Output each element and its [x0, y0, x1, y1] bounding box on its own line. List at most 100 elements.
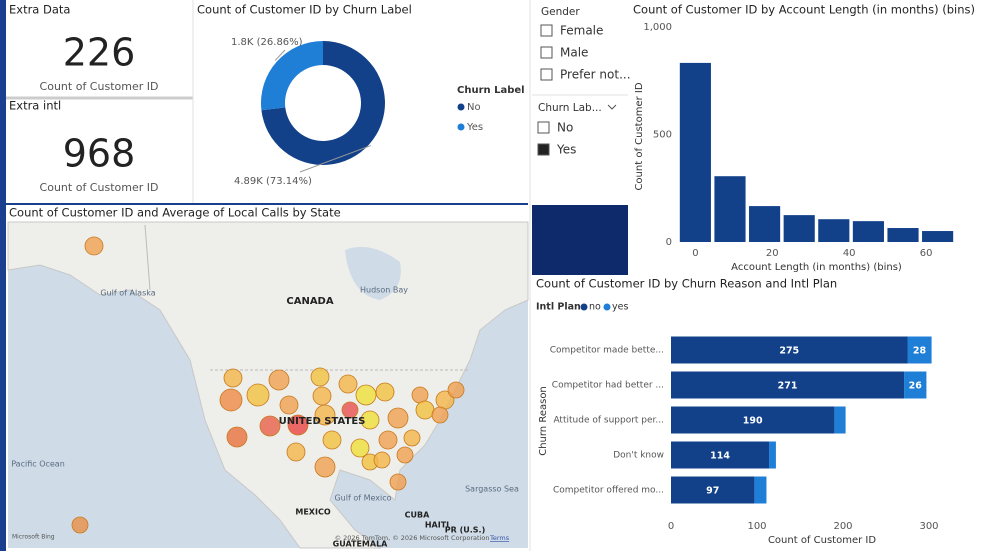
- card-label: Count of Customer ID: [40, 181, 159, 194]
- card-label: Count of Customer ID: [40, 80, 159, 93]
- map-land: [7, 221, 529, 549]
- map-bubble: [312, 386, 332, 406]
- map: Count of Customer ID and Average of Loca…: [7, 206, 529, 549]
- x-axis-label: Count of Customer ID: [768, 535, 876, 546]
- bar-segment: [671, 476, 755, 504]
- chart-title: Count of Customer ID by Account Length (…: [633, 3, 975, 17]
- leader-line: [274, 49, 286, 61]
- legend-dot: [457, 103, 465, 111]
- map-bubble: [447, 381, 465, 399]
- bar: [852, 221, 884, 242]
- data-label: 1.8K (26.86%): [231, 37, 303, 48]
- border: [144, 224, 151, 291]
- map-label: UNITED STATES: [279, 416, 366, 427]
- map-bay: [345, 246, 401, 300]
- map-bubble: [415, 400, 435, 420]
- chart-title: Count of Customer ID by Churn Label: [197, 3, 412, 17]
- map-bubble: [226, 426, 248, 448]
- slicers: Gender Female Male Prefer not... Churn Lab..…: [537, 6, 631, 157]
- map-bubble: [314, 456, 336, 478]
- map-bubble: [375, 382, 395, 402]
- map-label: GUATEMALA: [333, 540, 389, 549]
- y-tick-label: Competitor offered mo...: [553, 486, 664, 496]
- card-title: Extra Data: [9, 3, 70, 17]
- card-title: Extra intl: [9, 99, 61, 113]
- bar: [887, 228, 919, 242]
- map-bubble: [84, 236, 104, 256]
- checkbox[interactable]: [540, 24, 553, 37]
- bar-segment: [907, 336, 932, 364]
- legend-dot: [457, 123, 465, 131]
- bar: [749, 206, 781, 242]
- map-label: PR (U.S.): [445, 526, 485, 535]
- map-label: Sargasso Sea: [465, 485, 519, 494]
- card-value: 968: [63, 132, 136, 176]
- legend-title: Churn Label: [457, 85, 525, 96]
- map-bubble: [403, 429, 421, 447]
- left-edge: [0, 0, 6, 551]
- map-bubble: [287, 414, 309, 436]
- chevron[interactable]: [607, 104, 617, 110]
- map-label: Pacific Ocean: [11, 460, 65, 469]
- map-bubble: [373, 451, 391, 469]
- map-bubble: [355, 384, 377, 406]
- map-terms[interactable]: Terms: [489, 534, 510, 542]
- map-bubble: [314, 404, 336, 426]
- map-bubble: [322, 430, 342, 450]
- donut-slice: [261, 41, 385, 165]
- map-bubble: [350, 438, 370, 458]
- bar-segment: [769, 441, 776, 469]
- map-bubble: [259, 415, 281, 437]
- x-tick-label: 100: [747, 521, 766, 532]
- y-tick-label: Don't know: [613, 451, 664, 461]
- chart-title: Count of Customer ID by Churn Reason and…: [536, 277, 837, 291]
- legend-dot: [580, 303, 588, 311]
- y-tick-label: 0: [666, 237, 672, 248]
- map-logo: Microsoft Bing: [12, 534, 55, 541]
- data-label: 26: [909, 381, 923, 392]
- map-bubble: [310, 367, 330, 387]
- checkbox[interactable]: [537, 143, 550, 156]
- bar: [922, 231, 954, 242]
- slicer-item: Prefer not...: [560, 68, 631, 82]
- bar-segment: [671, 441, 770, 469]
- data-label: 4.89K (73.14%): [234, 176, 312, 187]
- x-tick-label: 40: [843, 248, 856, 259]
- map-title: Count of Customer ID and Average of Loca…: [9, 206, 341, 220]
- map-bubble: [71, 516, 89, 534]
- data-label: 97: [706, 486, 719, 497]
- data-label: 271: [778, 381, 798, 392]
- checkbox[interactable]: [540, 68, 553, 81]
- donut-slice: [261, 41, 323, 111]
- slicer-title: Churn Lab...: [538, 102, 602, 114]
- bar-segment: [904, 371, 927, 399]
- x-tick-label: 60: [920, 248, 933, 259]
- slicer-item: Male: [560, 46, 588, 60]
- map-label: HAITI: [425, 521, 449, 530]
- bar: [783, 215, 815, 242]
- map-bubble: [411, 386, 429, 404]
- legend-title: Intl Plan: [536, 302, 581, 313]
- map-bubble: [286, 442, 306, 462]
- color-block: [532, 205, 628, 275]
- data-label: 275: [779, 346, 799, 357]
- map-bubble: [246, 383, 270, 407]
- bar-segment: [754, 476, 767, 504]
- y-axis-label: Churn Reason: [538, 386, 549, 456]
- map-bubble: [219, 388, 243, 412]
- map-bubble: [268, 369, 290, 391]
- bar: [818, 219, 850, 242]
- bar: [714, 176, 746, 242]
- y-tick-label: Competitor made bette...: [550, 346, 664, 356]
- checkbox[interactable]: [537, 121, 550, 134]
- x-tick-label: 20: [766, 248, 779, 259]
- bar-segment: [834, 406, 846, 434]
- map-label: CANADA: [286, 296, 333, 307]
- map-label: CUBA: [405, 511, 430, 520]
- map-label: Gulf of Mexico: [334, 494, 391, 503]
- y-tick-label: Competitor had better ...: [552, 381, 664, 391]
- y-tick-label: Attitude of support per...: [553, 416, 664, 426]
- bar-segment: [671, 336, 908, 364]
- checkbox[interactable]: [540, 46, 553, 59]
- map-bubble: [279, 395, 299, 415]
